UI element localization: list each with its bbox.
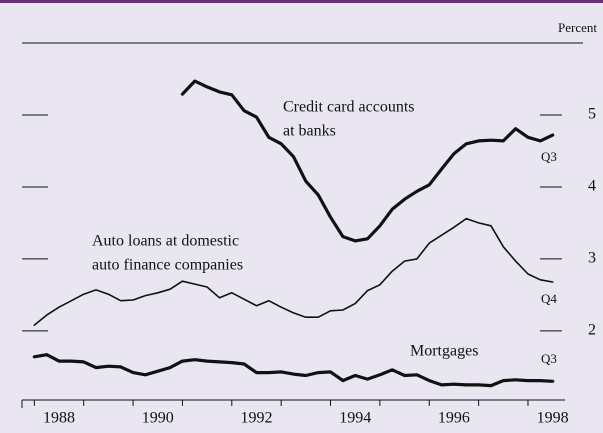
x-tick-label: 1998	[537, 410, 569, 427]
x-tick-label: 1996	[438, 410, 470, 427]
unit-label: Percent	[558, 20, 597, 35]
series-label: Mortgages	[410, 343, 478, 360]
series-line	[180, 79, 555, 243]
x-tick-label: 1994	[339, 410, 371, 427]
series-end-label: Q3	[541, 351, 557, 366]
x-tick-label: 1988	[43, 410, 75, 427]
y-tick-label: 5	[588, 106, 596, 123]
series-label: Credit card accounts	[283, 99, 415, 116]
series-end-label: Q3	[541, 149, 557, 164]
series-label: at banks	[283, 123, 336, 140]
y-tick-label: 3	[588, 250, 596, 267]
series-end-label: Q4	[541, 291, 557, 306]
x-tick-label: 1992	[240, 410, 272, 427]
y-tick-label: 2	[588, 322, 596, 339]
x-tick-label: 1990	[142, 410, 174, 427]
y-tick-label: 4	[588, 178, 596, 195]
series-line	[32, 353, 555, 388]
series-label: Auto loans at domestic	[92, 233, 239, 250]
series-label: auto finance companies	[92, 257, 243, 274]
series-line	[33, 217, 554, 326]
